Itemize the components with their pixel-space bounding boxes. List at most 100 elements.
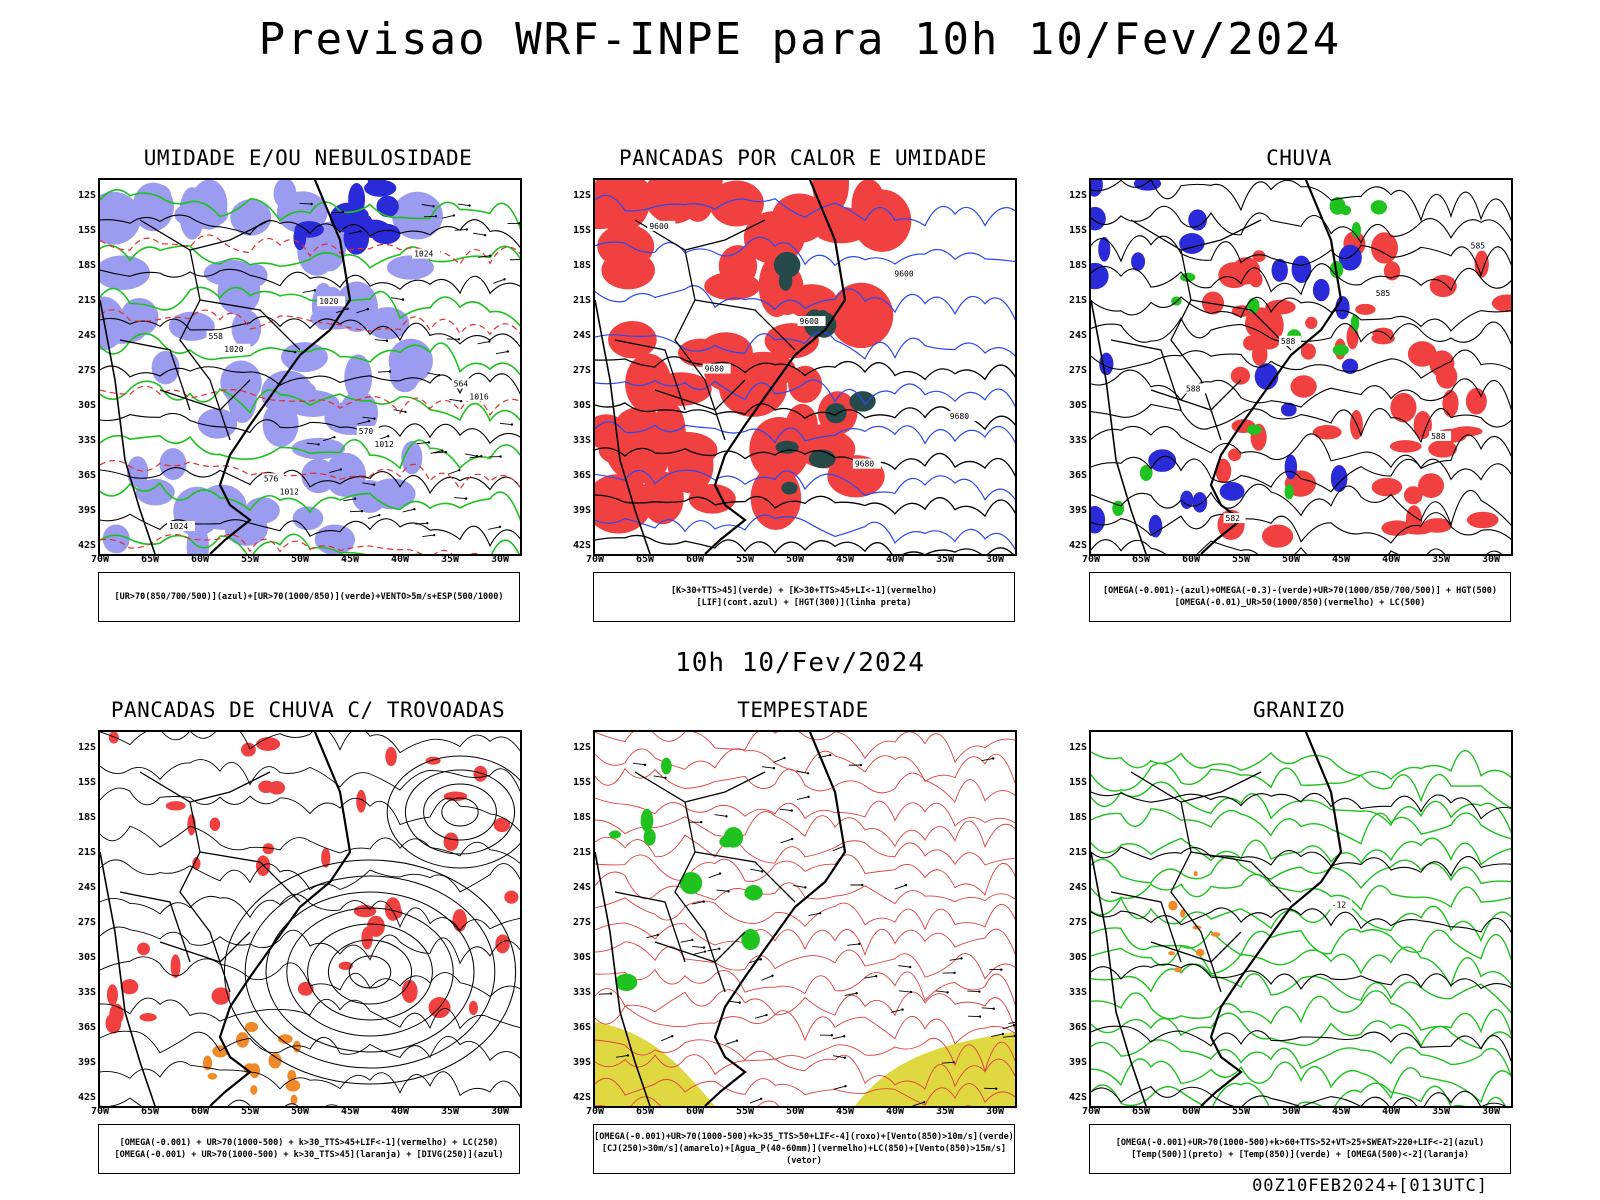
- thunder-orange-cell: [277, 1034, 293, 1044]
- wind-vector-head: [468, 204, 471, 207]
- contour-label: 564: [454, 379, 469, 388]
- thunder-red-cell: [120, 979, 139, 995]
- thunder-red-cell: [384, 897, 401, 921]
- hgt300-line: [595, 356, 1015, 381]
- thunder-red-cell: [353, 904, 377, 918]
- wind-vector-head: [790, 837, 794, 841]
- andes-border: [1091, 299, 1147, 554]
- wind-vector: [1002, 1024, 1015, 1030]
- wind-vector: [469, 455, 482, 459]
- humidity-blue-cell: [188, 184, 213, 229]
- contour-label: 1012: [375, 440, 394, 449]
- lat-label: 21S: [572, 295, 591, 306]
- thunder-red-cell: [452, 909, 467, 932]
- wind-vector-head: [843, 1056, 847, 1059]
- omega-red-cell: [1228, 448, 1242, 462]
- omega-red-cell: [1491, 294, 1511, 312]
- lat-label: 12S: [572, 190, 591, 201]
- thunder-red-cell: [443, 832, 459, 851]
- wind-vector-head: [609, 992, 613, 995]
- wind-vector: [454, 497, 467, 500]
- wind-vector-head: [373, 417, 376, 420]
- wind-vector-head: [1001, 1032, 1005, 1036]
- wind-vector: [350, 510, 363, 513]
- lat-label: 15S: [77, 777, 96, 788]
- lat-label: 30S: [572, 952, 591, 963]
- wind-vector-head: [401, 298, 405, 301]
- humidity-blue-cell: [261, 370, 314, 417]
- precipitable-water-line: [595, 767, 1015, 803]
- omega-red-cell: [1381, 520, 1413, 536]
- instability-red-cell: [764, 323, 819, 359]
- temp500-line: [1091, 1025, 1511, 1062]
- wind-vector-head: [488, 254, 492, 257]
- wind-vector: [832, 1055, 845, 1059]
- panel-legend: [UR>70(850/700/500)](azul)+[UR>70(1000/8…: [98, 572, 520, 622]
- precipitable-water-line: [595, 1054, 1015, 1090]
- wind-vector: [357, 420, 370, 425]
- thunder-orange-cell: [285, 1079, 301, 1092]
- contour-label: 582: [1226, 514, 1241, 523]
- instability-teal-cell: [825, 403, 847, 424]
- omega-red-cell: [1371, 232, 1398, 264]
- contour-label-bg: [317, 296, 346, 307]
- humidity-green-line: [100, 533, 520, 554]
- lon-label: 70W: [1081, 1106, 1101, 1117]
- wind-vector-head: [480, 454, 483, 458]
- precipitable-water-line: [595, 811, 1015, 849]
- contour-label: 9680: [950, 412, 969, 421]
- contour-label-bg: [261, 473, 284, 484]
- wind-vector-head: [861, 883, 864, 887]
- thunder-orange-cell: [292, 1040, 301, 1053]
- omega-red-cell: [1262, 524, 1294, 548]
- wind-vector-head: [806, 772, 810, 775]
- humidity-green-line: [100, 332, 520, 376]
- wind-vector: [680, 939, 693, 943]
- omega-blue-cell: [1091, 206, 1106, 231]
- coastline: [704, 732, 847, 1106]
- wind-vector-head: [901, 1008, 904, 1011]
- wind-vector-head: [388, 370, 392, 373]
- omega-blue-cell: [1271, 258, 1288, 282]
- omega-red-cell: [1300, 343, 1316, 360]
- wind-vector-head: [341, 210, 345, 214]
- wind-vectors: [283, 202, 520, 537]
- wind-vector-head: [953, 971, 956, 975]
- contour-label: 9680: [705, 365, 724, 374]
- lon-label: 50W: [1281, 1106, 1301, 1117]
- humidity-blue-cell: [135, 478, 175, 506]
- lat-label: 36S: [1068, 470, 1087, 481]
- lon-label: 70W: [585, 1106, 605, 1117]
- omega-red-cell: [1474, 250, 1489, 278]
- hgt300-line: [595, 494, 1015, 518]
- wind-vector: [660, 1035, 673, 1042]
- lon-label: 40W: [390, 554, 410, 565]
- wind-vector: [847, 943, 860, 946]
- instability-red-cell: [598, 434, 662, 467]
- wind-vector-head: [702, 946, 706, 949]
- omega-red-cell: [1232, 257, 1261, 285]
- panel-legend: [OMEGA(-0.001)-(azul)+OMEGA(-0.3)-(verde…: [1089, 572, 1511, 622]
- thunder-red-cell: [495, 934, 510, 954]
- wind-vector-head: [372, 483, 376, 486]
- wind-vector-head: [437, 374, 441, 377]
- coastline: [209, 180, 352, 554]
- hgt500-line: [1091, 455, 1511, 493]
- coastline-borders: [100, 732, 352, 1106]
- map-canvas: 588 588 588 585 585 582: [1091, 180, 1511, 554]
- lat-label: 39S: [572, 505, 591, 516]
- wind-vector: [1008, 1021, 1015, 1024]
- contour-label: 9600: [800, 317, 819, 326]
- omega-green-cell: [1247, 297, 1260, 314]
- contour-label: 570: [359, 427, 374, 436]
- wind850-green-cell: [640, 808, 654, 833]
- lat-label: 33S: [77, 987, 96, 998]
- wind-vector: [832, 1035, 845, 1040]
- lat-label: 30S: [572, 400, 591, 411]
- lifted-index-line: [595, 421, 1015, 445]
- wind-vector-head: [1000, 968, 1003, 971]
- wind-vector: [465, 453, 478, 457]
- map-canvas: [100, 732, 520, 1106]
- instability-red-cell: [668, 437, 702, 489]
- wind-vector: [725, 1040, 738, 1045]
